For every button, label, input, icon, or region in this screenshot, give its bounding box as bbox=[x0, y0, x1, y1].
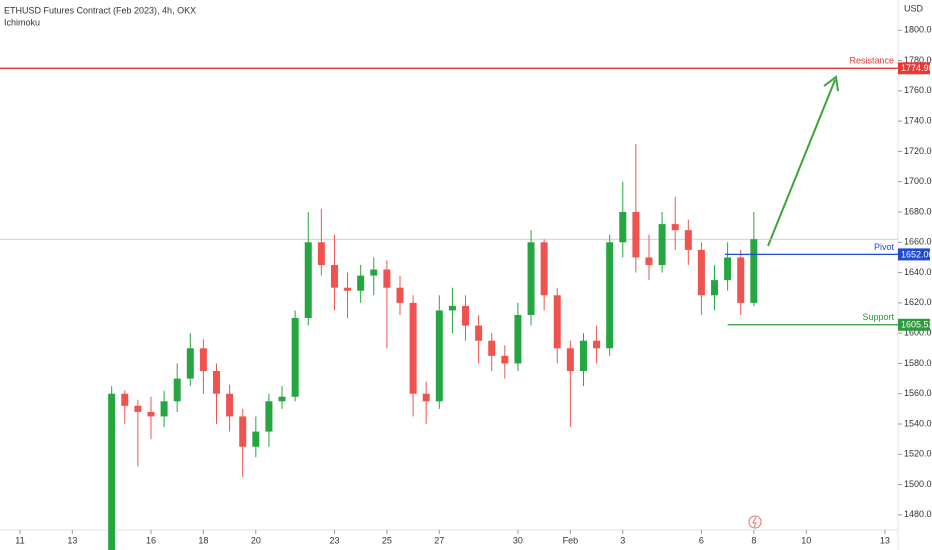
x-tick-label: 27 bbox=[434, 535, 444, 545]
x-tick-label: Feb bbox=[563, 535, 579, 545]
candle-body bbox=[658, 224, 666, 265]
candle-body bbox=[737, 257, 745, 303]
level-name: Support bbox=[862, 312, 894, 322]
candle-body bbox=[147, 411, 155, 417]
candle-body bbox=[711, 280, 719, 296]
y-tick-label: 1520.00 bbox=[904, 449, 932, 459]
candle-body bbox=[448, 305, 456, 311]
candle-body bbox=[697, 249, 705, 296]
candle-body bbox=[553, 295, 561, 349]
projection-arrow bbox=[767, 75, 839, 247]
candle-body bbox=[226, 393, 234, 417]
y-tick-label: 1740.00 bbox=[904, 116, 932, 126]
candle-body bbox=[357, 275, 365, 291]
candle-body bbox=[409, 302, 417, 394]
candle-body bbox=[645, 257, 653, 265]
candle-body bbox=[317, 242, 325, 265]
candle-body bbox=[632, 212, 640, 258]
level-name: Resistance bbox=[849, 56, 894, 66]
candle-body bbox=[239, 416, 247, 447]
y-tick-label: 1620.00 bbox=[904, 297, 932, 307]
candle-body bbox=[579, 340, 587, 371]
y-tick-label: 1600.00 bbox=[904, 328, 932, 338]
candle-body bbox=[199, 348, 207, 371]
level-price-tag bbox=[898, 248, 930, 261]
candle-body bbox=[134, 405, 142, 412]
x-tick-label: 20 bbox=[251, 535, 261, 545]
y-tick-label: 1480.00 bbox=[904, 509, 932, 519]
level-price-label: 1652.00 bbox=[901, 249, 932, 259]
candle-body bbox=[501, 355, 509, 364]
candle-body bbox=[330, 265, 338, 288]
level-price-tag bbox=[898, 62, 930, 75]
level-price-label: 1774.90 bbox=[901, 63, 932, 73]
candle-body bbox=[278, 396, 286, 402]
candle-body bbox=[724, 257, 732, 281]
level-name: Pivot bbox=[874, 242, 895, 252]
y-tick-label: 1760.00 bbox=[904, 85, 932, 95]
candle-body bbox=[422, 393, 430, 402]
y-tick-label: 1500.00 bbox=[904, 479, 932, 489]
candle-body bbox=[684, 230, 692, 250]
y-tick-label: 1580.00 bbox=[904, 358, 932, 368]
candle-body bbox=[213, 371, 221, 394]
candle-body bbox=[619, 212, 627, 243]
candle-body bbox=[160, 401, 168, 417]
x-tick-label: 10 bbox=[801, 535, 811, 545]
x-tick-label: 13 bbox=[880, 535, 890, 545]
x-tick-label: 23 bbox=[329, 535, 339, 545]
candle-body bbox=[671, 224, 679, 231]
x-tick-label: 18 bbox=[198, 535, 208, 545]
x-tick-label: 13 bbox=[67, 535, 77, 545]
y-tick-label: 1720.00 bbox=[904, 146, 932, 156]
candle-body bbox=[566, 348, 574, 371]
x-tick-label: 11 bbox=[15, 535, 24, 545]
candle-body bbox=[383, 269, 391, 288]
candle-body bbox=[750, 239, 758, 303]
y-tick-label: 1660.00 bbox=[904, 237, 932, 247]
x-tick-label: 6 bbox=[699, 535, 704, 545]
currency: USD bbox=[904, 3, 924, 13]
event-icon bbox=[748, 515, 762, 529]
candle-body bbox=[304, 242, 312, 318]
candle-body bbox=[593, 340, 601, 349]
candle-body bbox=[527, 242, 535, 315]
level-price-tag bbox=[898, 318, 930, 331]
x-tick-label: 8 bbox=[751, 535, 756, 545]
x-tick-label: 3 bbox=[620, 535, 625, 545]
candle-body bbox=[514, 314, 522, 364]
candle-body bbox=[475, 325, 483, 341]
candle-body bbox=[265, 401, 273, 432]
y-tick-label: 1780.00 bbox=[904, 55, 932, 65]
candle-body bbox=[540, 242, 548, 296]
indicator-name: Ichimoku bbox=[4, 17, 40, 27]
candle-body bbox=[186, 348, 194, 379]
y-tick-label: 1640.00 bbox=[904, 267, 932, 277]
y-tick-label: 1540.00 bbox=[904, 418, 932, 428]
candle-body bbox=[121, 393, 129, 406]
candle-body bbox=[488, 340, 496, 356]
x-tick-label: 16 bbox=[146, 535, 156, 545]
x-tick-label: 30 bbox=[513, 535, 523, 545]
candle-body bbox=[370, 269, 378, 276]
candle-body bbox=[344, 287, 352, 291]
candle-body bbox=[173, 378, 181, 402]
candle-body bbox=[396, 287, 404, 303]
y-tick-label: 1800.00 bbox=[904, 25, 932, 35]
candle-body bbox=[462, 305, 470, 326]
candle-body bbox=[252, 431, 260, 447]
candle-body bbox=[108, 393, 116, 550]
y-tick-label: 1700.00 bbox=[904, 176, 932, 186]
candle-body bbox=[435, 310, 443, 402]
y-tick-label: 1680.00 bbox=[904, 206, 932, 216]
candle-body bbox=[606, 242, 614, 349]
candle-body bbox=[291, 318, 299, 397]
x-tick-label: 25 bbox=[382, 535, 392, 545]
chart-title: ETHUSD Futures Contract (Feb 2023), 4h, … bbox=[4, 5, 196, 15]
level-price-label: 1605.52 bbox=[901, 320, 932, 330]
y-tick-label: 1560.00 bbox=[904, 388, 932, 398]
